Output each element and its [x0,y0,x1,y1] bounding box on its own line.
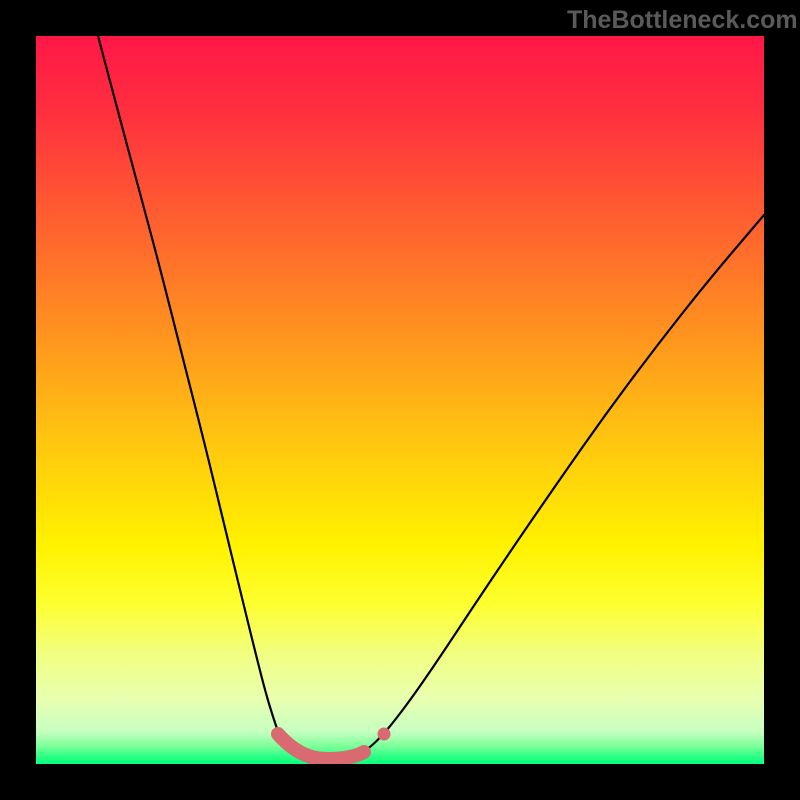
gradient-background [36,36,764,764]
bottleneck-chart [0,0,800,800]
watermark-text: TheBottleneck.com [567,6,798,35]
highlight-dot [378,728,391,741]
